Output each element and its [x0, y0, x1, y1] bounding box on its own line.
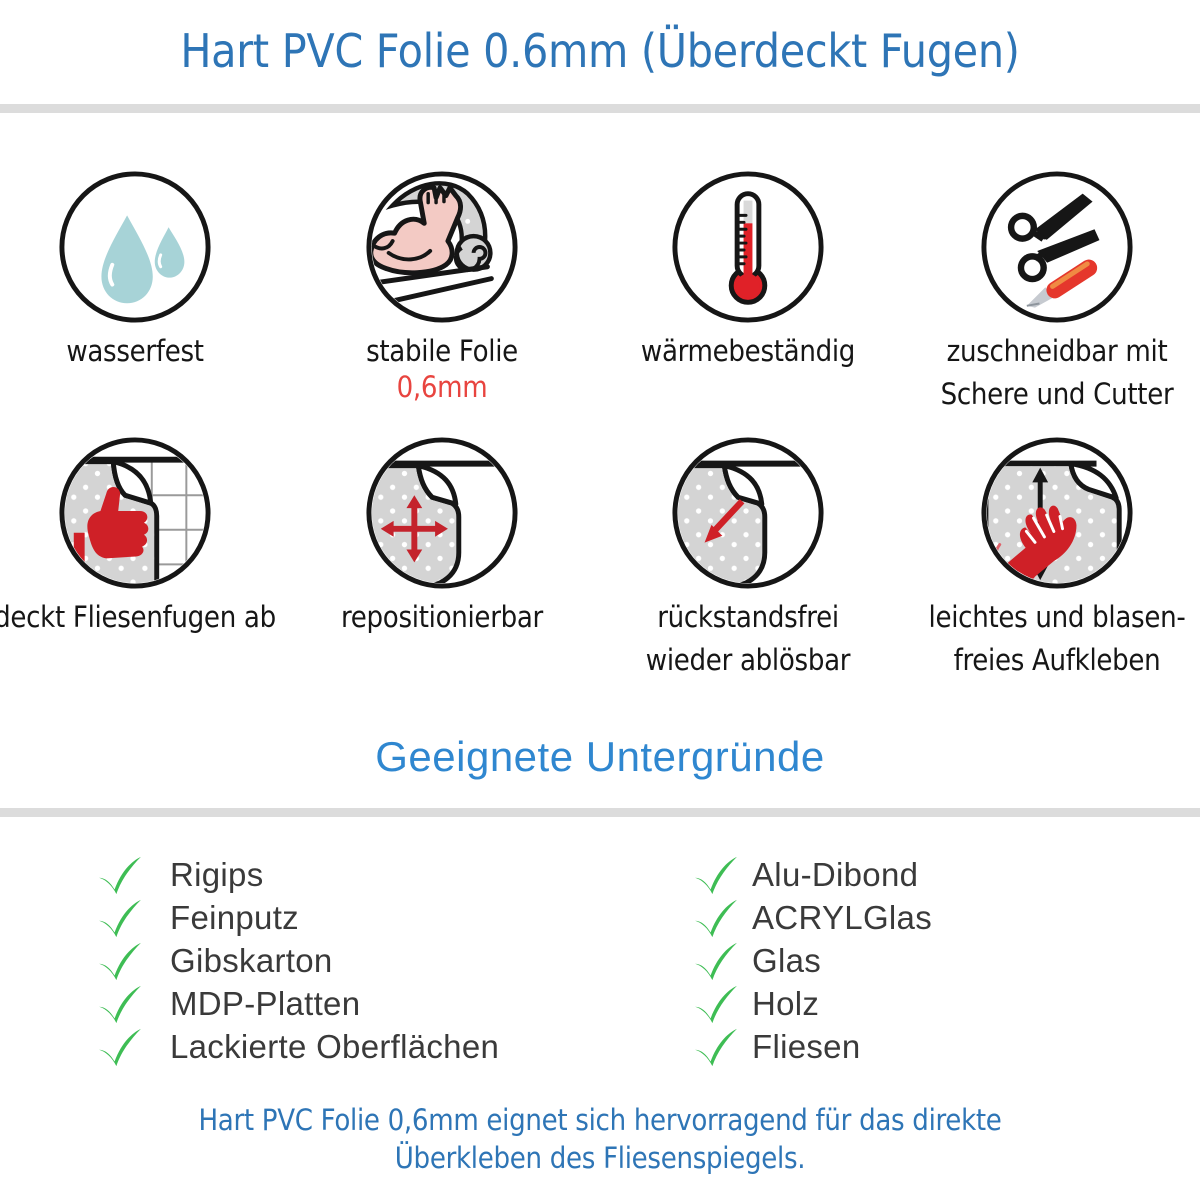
feature-label: wärmebeständig: [640, 334, 856, 368]
feature-label: wieder ablösbar: [645, 643, 851, 677]
water-drops-icon: [56, 168, 214, 326]
feature-label: wasserfest: [66, 334, 204, 368]
feature-zuschneidbar: zuschneidbar mit Schere und Cutter: [907, 168, 1200, 412]
surface-label: Feinputz: [170, 899, 299, 936]
page-title: Hart PVC Folie 0.6mm (Überdeckt Fugen): [180, 24, 1020, 78]
check-icon: [99, 985, 141, 1024]
feature-repositionierbar: repositionierbar: [292, 434, 592, 635]
check-icon: [695, 1028, 737, 1067]
surface-label: Glas: [752, 942, 822, 979]
list-item: MDP-Platten: [96, 982, 360, 1026]
surfaces-heading: Geeignete Untergründe: [375, 733, 825, 780]
feature-label: repositionierbar: [341, 600, 543, 634]
check-icon: [99, 942, 141, 981]
feature-wasserfest: wasserfest: [0, 168, 285, 369]
feature-stabile-folie: stabile Folie 0,6mm: [292, 168, 592, 405]
divider-bar-middle: [0, 808, 1200, 817]
surface-label: Lackierte Oberflächen: [170, 1028, 500, 1065]
surface-label: ACRYLGlas: [752, 899, 932, 936]
footer-text-line2: Überkleben des Fliesenspiegels.: [394, 1141, 806, 1175]
feature-label: freies Aufkleben: [953, 643, 1161, 677]
surface-label: Holz: [752, 985, 820, 1022]
feature-sublabel: 0,6mm: [396, 370, 488, 404]
list-item: Gibskarton: [96, 939, 333, 983]
feature-deckt-fliesenfugen: deckt Fliesenfugen ab: [0, 434, 285, 635]
divider-bar-top: [0, 104, 1200, 113]
hand-smoothing-foil-icon: [978, 434, 1136, 592]
list-item: Holz: [692, 982, 819, 1026]
feature-leichtes-aufkleben: leichtes und blasen- freies Aufkleben: [907, 434, 1200, 678]
thermometer-icon: [669, 168, 827, 326]
surface-label: Gibskarton: [170, 942, 333, 979]
scissors-cutter-icon: [978, 168, 1136, 326]
feature-label: leichtes und blasen-: [928, 600, 1186, 634]
feature-label: Schere und Cutter: [940, 377, 1174, 411]
check-icon: [99, 1028, 141, 1067]
list-item: Fliesen: [692, 1025, 860, 1069]
move-arrows-foil-icon: [363, 434, 521, 592]
feature-label: deckt Fliesenfugen ab: [0, 600, 276, 634]
check-icon: [695, 985, 737, 1024]
feature-label: rückstandsfrei: [657, 600, 839, 634]
list-item: Glas: [692, 939, 821, 983]
surface-label: MDP-Platten: [170, 985, 361, 1022]
list-item: Lackierte Oberflächen: [96, 1025, 499, 1069]
peel-arrow-foil-icon: [669, 434, 827, 592]
check-icon: [695, 856, 737, 895]
check-icon: [695, 899, 737, 938]
surface-label: Fliesen: [752, 1028, 861, 1065]
check-icon: [99, 899, 141, 938]
footer-text-line1: Hart PVC Folie 0,6mm eignet sich hervorr…: [198, 1103, 1002, 1137]
feature-label: stabile Folie: [366, 334, 518, 368]
feature-rueckstandsfrei: rückstandsfrei wieder ablösbar: [598, 434, 898, 678]
list-item: ACRYLGlas: [692, 896, 932, 940]
feature-label: zuschneidbar mit: [946, 334, 1168, 368]
list-item: Rigips: [96, 853, 264, 897]
thumbs-up-foil-icon: [56, 434, 214, 592]
muscle-arm-foil-icon: [363, 168, 521, 326]
surface-label: Alu-Dibond: [752, 856, 919, 893]
check-icon: [99, 856, 141, 895]
feature-waermebestaendig: wärmebeständig: [598, 168, 898, 369]
check-icon: [695, 942, 737, 981]
list-item: Alu-Dibond: [692, 853, 918, 897]
surface-label: Rigips: [170, 856, 264, 893]
list-item: Feinputz: [96, 896, 299, 940]
